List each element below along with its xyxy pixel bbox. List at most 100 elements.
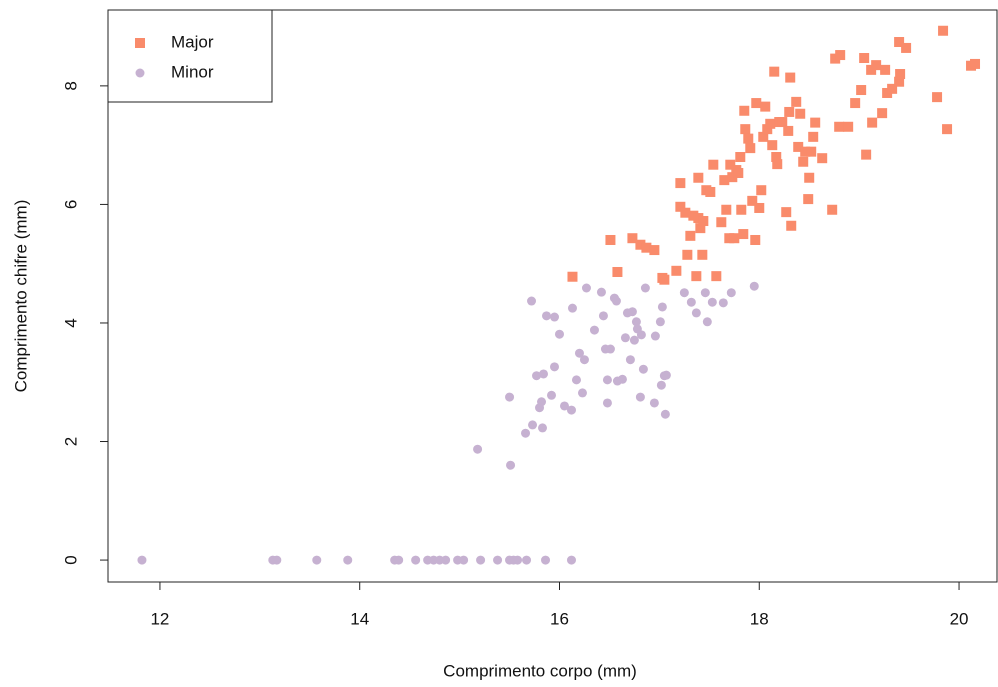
point (727, 172, 738, 183)
point (718, 298, 728, 308)
point (817, 153, 828, 164)
point (806, 146, 817, 157)
point (675, 178, 686, 189)
point (567, 271, 578, 282)
point (772, 159, 783, 170)
point (566, 405, 576, 415)
point (505, 392, 515, 402)
point (527, 296, 537, 306)
point (513, 555, 523, 565)
y-tick-label: 4 (61, 318, 80, 327)
point (693, 172, 704, 183)
x-tick-label: 18 (750, 609, 769, 628)
y-tick-label: 8 (61, 81, 80, 90)
point (538, 423, 548, 433)
x-tick-label: 16 (550, 609, 569, 628)
point (640, 283, 650, 293)
point (804, 172, 815, 183)
point (549, 362, 559, 372)
point (589, 325, 599, 335)
point (749, 281, 759, 291)
point (856, 85, 867, 96)
point (695, 223, 706, 234)
point (769, 66, 780, 77)
point (747, 195, 758, 206)
point (711, 271, 722, 282)
point (605, 344, 615, 354)
point (411, 555, 421, 565)
point (719, 175, 730, 186)
point (680, 207, 691, 218)
point (970, 58, 981, 69)
point (547, 390, 557, 400)
point (272, 555, 282, 565)
point (596, 287, 606, 297)
point (793, 141, 804, 152)
point (786, 220, 797, 231)
point (835, 50, 846, 61)
point (745, 143, 756, 154)
point (859, 53, 870, 64)
point (894, 37, 905, 48)
point (721, 204, 732, 215)
point (736, 204, 747, 215)
point (725, 159, 736, 170)
point (880, 64, 891, 75)
y-axis-label: Comprimento chifre (mm) (11, 200, 30, 393)
point (702, 317, 712, 327)
legend-label: Minor (171, 62, 214, 81)
point (754, 202, 765, 213)
point (803, 194, 814, 205)
point (895, 69, 906, 80)
point (783, 125, 794, 136)
point (729, 233, 740, 244)
point (871, 60, 882, 71)
point (602, 398, 612, 408)
point (394, 555, 404, 565)
point (649, 398, 659, 408)
point (528, 420, 538, 430)
point (861, 149, 872, 160)
point (627, 307, 637, 317)
legend-label: Major (171, 32, 214, 51)
point (700, 288, 710, 298)
point (473, 444, 483, 454)
point (598, 311, 608, 321)
point (808, 131, 819, 142)
point (877, 108, 888, 119)
point (716, 217, 727, 228)
point (577, 388, 587, 398)
point (579, 355, 589, 365)
legend-marker (135, 68, 145, 78)
point (739, 105, 750, 116)
point (343, 555, 353, 565)
point (574, 348, 584, 358)
point (843, 121, 854, 132)
point (657, 302, 667, 312)
point (762, 124, 773, 135)
point (750, 234, 761, 245)
point (795, 108, 806, 119)
point (566, 555, 576, 565)
point (476, 555, 486, 565)
x-tick-label: 14 (350, 609, 369, 628)
point (638, 364, 648, 374)
point (627, 233, 638, 244)
y-tick-label: 6 (61, 200, 80, 209)
point (777, 117, 788, 128)
point (938, 25, 949, 36)
point (567, 303, 577, 313)
x-axis-label: Comprimento corpo (mm) (443, 661, 637, 680)
point (887, 83, 898, 94)
point (650, 331, 660, 341)
point (784, 106, 795, 117)
point (559, 401, 569, 411)
point (810, 117, 821, 128)
point (506, 460, 516, 470)
point (691, 271, 702, 282)
y-tick-label: 0 (61, 555, 80, 564)
point (758, 131, 769, 142)
x-tick-label: 20 (950, 609, 969, 628)
point (791, 96, 802, 107)
